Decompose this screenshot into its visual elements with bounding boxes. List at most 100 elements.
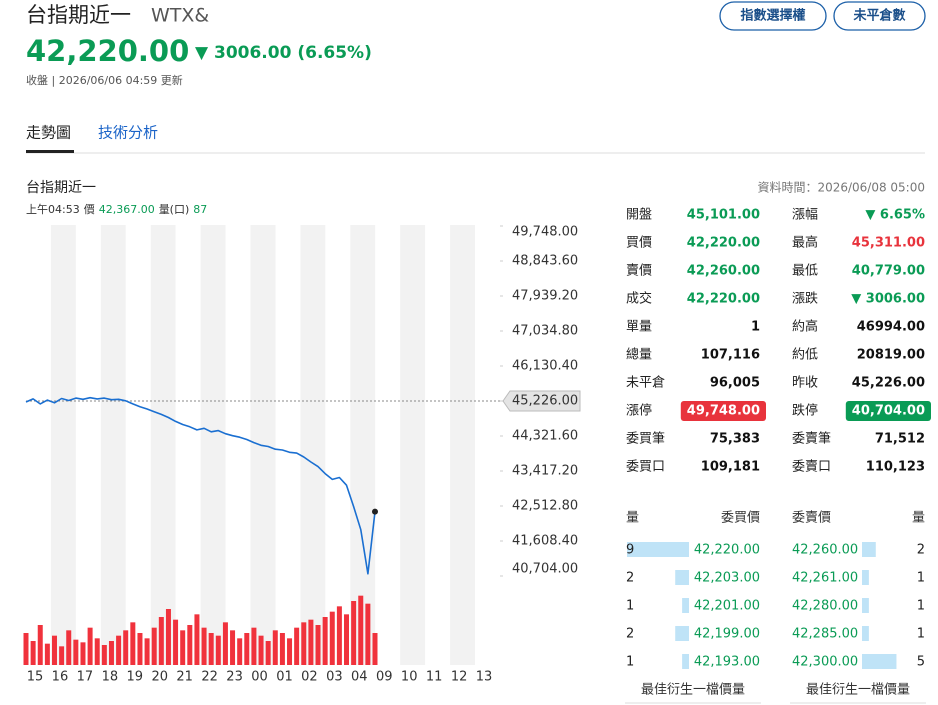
bid-qty: 2	[626, 571, 634, 586]
time-band	[175, 225, 201, 665]
x-tick-label: 21	[176, 670, 193, 685]
time-band	[425, 225, 451, 665]
bid-bar	[675, 570, 689, 585]
reference-label-box	[502, 390, 581, 412]
x-tick-label: 22	[201, 670, 218, 685]
x-tick-label: 19	[127, 670, 144, 685]
change: ▼ 3006.00 (6.65%)	[195, 43, 372, 63]
time-band	[450, 225, 476, 665]
quote-value: 75,383	[710, 432, 760, 447]
volume-bar	[44, 643, 50, 665]
time-band	[150, 225, 176, 665]
time-band	[200, 225, 226, 665]
time-band	[125, 225, 151, 665]
quote-label: 委賣口	[792, 460, 831, 475]
quote-label: 總量	[626, 347, 652, 363]
bid-bar	[682, 598, 689, 613]
ask-qty: 5	[917, 655, 925, 670]
volume-bar	[222, 622, 228, 665]
x-tick-label: 15	[27, 670, 44, 685]
book-header: 量	[626, 511, 639, 526]
quote-value: 45,226.00	[852, 376, 925, 391]
quote-value: 71,512	[875, 432, 925, 447]
quote-value: 107,116	[701, 348, 760, 363]
x-tick-label: 13	[476, 670, 493, 685]
volume-bar	[59, 646, 65, 665]
volume-bar	[272, 630, 278, 665]
x-tick-label: 17	[77, 670, 94, 685]
quote-label: 跌停	[792, 403, 818, 419]
quote-label: 成交	[626, 291, 652, 307]
last-point	[372, 508, 378, 515]
button[interactable]	[719, 1, 827, 31]
title: 台指期近一	[26, 3, 131, 27]
bid-bar	[627, 542, 689, 557]
bid-price: 42,201.00	[694, 599, 760, 614]
button[interactable]	[833, 1, 926, 31]
quote-value: 49,748.00	[687, 404, 760, 419]
volume-bar	[158, 617, 164, 665]
volume-bar	[130, 622, 136, 665]
quote-value: 1	[751, 320, 760, 335]
quote-label: 委賣筆	[792, 432, 831, 447]
x-tick-label: 18	[102, 670, 119, 685]
y-tick-label: 45,226.00	[512, 394, 578, 409]
volume-bar	[308, 619, 314, 665]
quote-label: 賣價	[626, 264, 652, 279]
volume-bar	[116, 635, 122, 665]
bid-qty: 1	[626, 599, 634, 614]
limit-box	[680, 401, 766, 421]
volume-bar	[329, 611, 335, 665]
volume-bar	[251, 627, 257, 665]
price-line	[25, 396, 376, 575]
x-tick-label: 20	[151, 670, 168, 685]
time-band	[375, 225, 401, 665]
book-button[interactable]: 最佳衍生一檔價量	[641, 683, 745, 698]
volume-bar	[23, 633, 29, 665]
volume-bar	[108, 641, 114, 665]
volume-bar	[101, 645, 107, 665]
ask-qty: 1	[917, 627, 925, 642]
quote-label: 漲停	[626, 403, 652, 419]
tab[interactable]: 走勢圖	[26, 124, 71, 142]
x-tick-label: 02	[301, 670, 318, 685]
book-header: 量	[912, 511, 925, 526]
volume-bar	[265, 641, 271, 665]
volume-bar	[37, 625, 43, 665]
quote-value: 42,260.00	[687, 264, 760, 279]
quote-value: 46994.00	[857, 320, 925, 335]
volume-bar	[279, 633, 285, 665]
chart-title: 台指期近一	[26, 180, 96, 196]
quote-label: 最低	[792, 264, 818, 279]
button-label: 未平倉數	[852, 8, 905, 24]
ask-bar	[862, 626, 869, 641]
info-time: 上午04:53	[26, 203, 80, 216]
quote-label: 最高	[792, 235, 818, 251]
tab-underline	[26, 150, 74, 153]
book-button[interactable]: 最佳衍生一檔價量	[806, 683, 910, 698]
volume-bar	[73, 639, 79, 665]
quote-value: 40,779.00	[852, 264, 925, 279]
time-band	[225, 225, 251, 665]
bid-price: 42,203.00	[694, 571, 760, 586]
time-band	[400, 225, 426, 665]
symbol: WTX&	[151, 5, 209, 27]
time-band	[350, 225, 376, 665]
ask-qty: 1	[917, 571, 925, 586]
quote-label: 未平倉	[626, 376, 665, 391]
y-tick-label: 49,748.00	[512, 225, 578, 240]
y-tick-label: 40,704.00	[512, 562, 578, 577]
y-tick-label: 48,843.60	[512, 254, 578, 269]
quote-label: 漲幅	[792, 208, 818, 223]
volume-bar	[66, 630, 72, 665]
volume-bar	[30, 641, 36, 665]
quote-label: 單量	[626, 320, 652, 335]
volume-bar	[315, 625, 321, 665]
quote-value: ▼ 3006.00	[851, 292, 925, 307]
volume-bar	[244, 633, 250, 665]
volume-bar	[151, 627, 157, 665]
x-tick-label: 00	[251, 670, 268, 685]
tab[interactable]: 技術分析	[98, 124, 158, 142]
data-time: 資料時間：2026/06/08 05:00	[757, 181, 925, 195]
